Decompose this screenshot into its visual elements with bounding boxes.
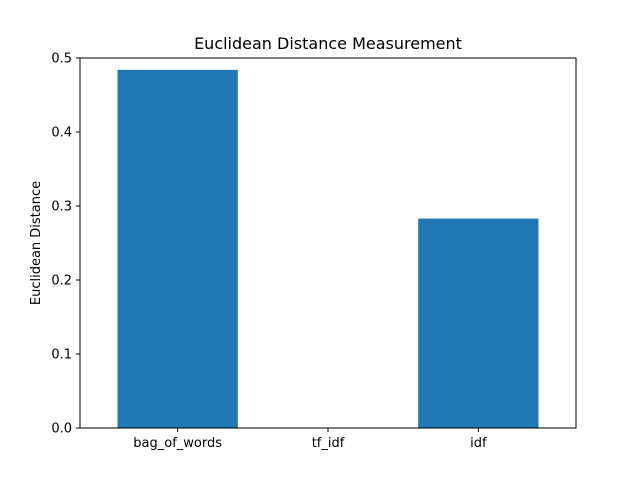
y-ticks-group: 0.0 0.1 0.2 0.3 0.4 0.5: [51, 52, 80, 437]
bar-bag-of-words: [117, 69, 238, 428]
x-tick-label: bag_of_words: [133, 436, 222, 451]
x-tick-label: idf: [470, 436, 487, 451]
chart-title: Euclidean Distance Measurement: [194, 34, 462, 53]
y-tick-label: 0.5: [51, 52, 72, 67]
y-tick-label: 0.4: [51, 126, 72, 141]
bars-group: [117, 69, 539, 428]
plot-area-frame: [79, 57, 577, 429]
x-ticks-group: bag_of_words tf_idf idf: [133, 428, 487, 451]
bar-idf: [418, 218, 539, 428]
y-tick-label: 0.3: [51, 200, 72, 215]
y-tick-label: 0.1: [51, 348, 72, 363]
y-axis-label: Euclidean Distance: [29, 181, 44, 305]
y-tick-label: 0.2: [51, 274, 72, 289]
x-tick-label: tf_idf: [312, 436, 345, 451]
y-tick-label: 0.0: [51, 422, 72, 437]
